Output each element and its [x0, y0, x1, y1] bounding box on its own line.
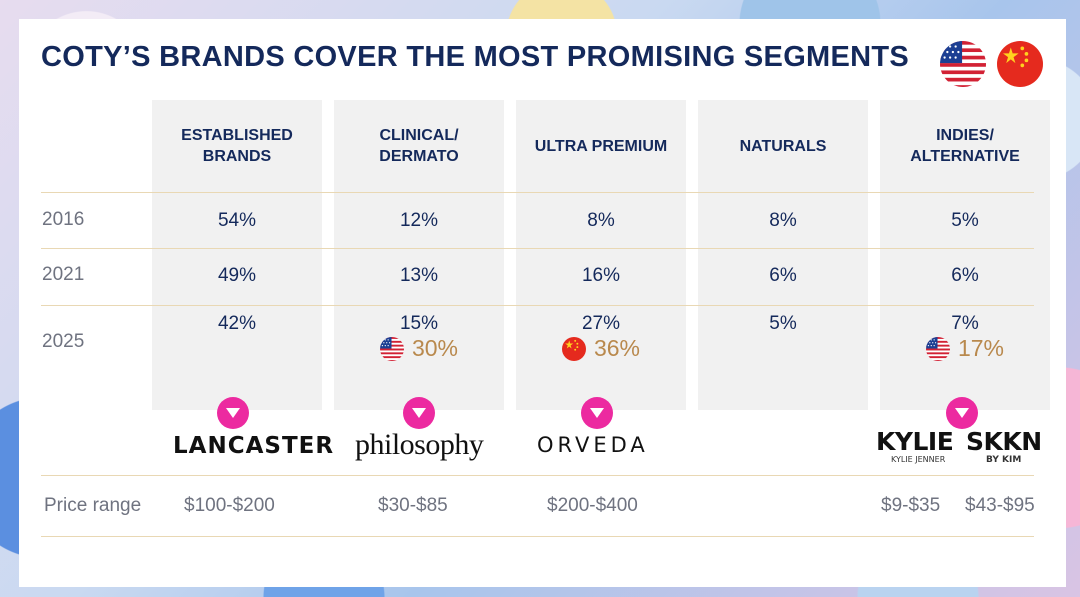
china-flag-icon — [997, 41, 1043, 87]
philosophy-logo: philosophy — [355, 428, 484, 461]
marker-indies — [946, 397, 978, 429]
marker-ultra-premium — [581, 397, 613, 429]
header-clinical-dermato: CLINICAL/DERMATO — [379, 127, 459, 165]
subvalue-indies-us: 17% — [880, 335, 1050, 362]
column-clinical-bg — [334, 100, 504, 410]
price-philosophy: $30-$85 — [378, 495, 448, 516]
marker-established — [217, 397, 249, 429]
orveda-logo: ORVEDA — [537, 433, 649, 457]
column-naturals-bg — [698, 100, 868, 410]
year-label-2025: 2025 — [42, 331, 85, 352]
triangle-down-icon — [412, 408, 426, 418]
value-clinical-2021: 13% — [399, 265, 439, 286]
marker-clinical — [403, 397, 435, 429]
kylie-logo: KYLIE — [876, 427, 954, 456]
us-flag-icon — [926, 337, 950, 361]
value-established-2016: 54% — [217, 210, 257, 231]
subvalue-text: 30% — [411, 335, 459, 361]
triangle-down-icon — [955, 408, 969, 418]
value-clinical-2016: 12% — [399, 210, 439, 231]
triangle-down-icon — [226, 408, 240, 418]
skkn-logo-subtext: BY KIM — [986, 455, 1022, 465]
value-established-2021: 49% — [217, 265, 257, 286]
subvalue-ultra-premium-china: 36% — [516, 335, 686, 362]
price-lancaster: $100-$200 — [184, 495, 275, 516]
us-flag-icon — [380, 337, 404, 361]
row-divider — [41, 192, 1034, 193]
slide-card: COTY’S BRANDS COVER THE MOST PROMISING S… — [19, 19, 1066, 587]
year-label-2021: 2021 — [42, 264, 85, 285]
column-established-bg — [152, 100, 322, 410]
price-skkn: $43-$95 — [965, 495, 1035, 516]
slide-title: COTY’S BRANDS COVER THE MOST PROMISING S… — [41, 41, 910, 73]
price-range-label: Price range — [44, 495, 142, 516]
value-ultra-premium-2025: 27% — [581, 313, 621, 334]
value-ultra-premium-2016: 8% — [587, 210, 615, 231]
subvalue-text: 17% — [957, 335, 1005, 361]
skkn-logo: SKKN — [966, 427, 1042, 456]
header-naturals: NATURALS — [739, 137, 827, 155]
row-divider — [41, 248, 1034, 249]
value-naturals-2016: 8% — [769, 210, 797, 231]
column-ultra-premium-bg — [516, 100, 686, 410]
header-established-brands: ESTABLISHED BRANDS — [181, 127, 293, 165]
value-indies-2025: 7% — [951, 313, 979, 334]
price-orveda: $200-$400 — [547, 495, 638, 516]
row-divider — [41, 536, 1034, 537]
kylie-logo-subtext: KYLIE JENNER — [891, 455, 946, 464]
value-clinical-2025: 15% — [399, 313, 439, 334]
subvalue-text: 36% — [593, 335, 641, 361]
value-indies-2016: 5% — [951, 210, 979, 231]
year-label-2016: 2016 — [42, 209, 85, 230]
value-ultra-premium-2021: 16% — [581, 265, 621, 286]
value-established-2025: 42% — [217, 313, 257, 334]
header-ultra-premium: ULTRA PREMIUM — [534, 137, 668, 155]
lancaster-logo: LANCASTER — [173, 433, 335, 459]
column-indies-bg — [880, 100, 1050, 410]
price-kylie: $9-$35 — [881, 495, 941, 516]
us-flag-icon — [940, 41, 986, 87]
value-naturals-2021: 6% — [769, 265, 797, 286]
china-flag-icon — [562, 337, 586, 361]
row-divider — [41, 475, 1034, 476]
header-indies-alternative: INDIES/ALTERNATIVE — [910, 127, 1020, 165]
value-indies-2021: 6% — [951, 265, 979, 286]
triangle-down-icon — [590, 408, 604, 418]
subvalue-clinical-us: 30% — [334, 335, 504, 362]
row-divider — [41, 305, 1034, 306]
value-naturals-2025: 5% — [769, 313, 797, 334]
